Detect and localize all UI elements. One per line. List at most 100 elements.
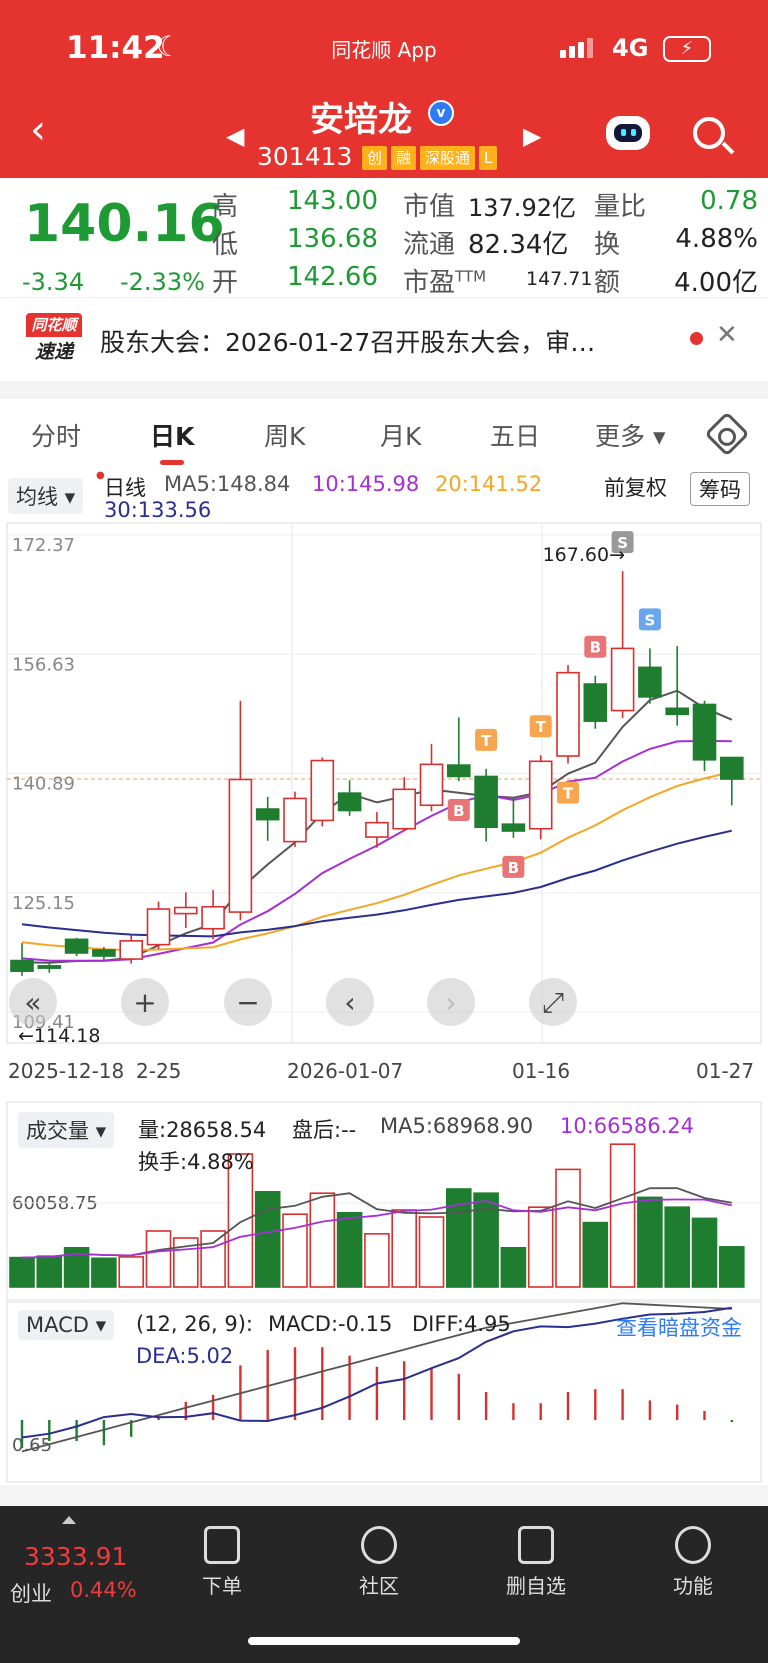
- volume-bar: [309, 1192, 336, 1288]
- volume-bar: [527, 1206, 554, 1288]
- signal-label: T: [563, 785, 574, 803]
- header-bar: 11:42 ☾ 同花顺 App 4G ⚡ ‹ ◀ 安培龙 v ▶ 301413 …: [0, 0, 768, 178]
- price-change-pct: -2.33%: [120, 268, 205, 296]
- tab-weekly-k[interactable]: 周K: [264, 422, 306, 451]
- volume-bar: [637, 1196, 663, 1288]
- menu-icon: [675, 1526, 711, 1564]
- indicator-dropdown[interactable]: 均线 ▾: [8, 478, 84, 514]
- volume-bar: [691, 1217, 718, 1288]
- chart-tabs: 分时 日K 周K 月K 五日 更多 ▾: [0, 399, 768, 465]
- float-label: 流通: [403, 230, 456, 260]
- nav-functions[interactable]: 功能: [638, 1526, 748, 1599]
- x-axis-label: 2025-12-18: [8, 1059, 124, 1083]
- chart-control-button: [121, 978, 169, 1026]
- vol-ma5: MA5:68968.90: [380, 1114, 534, 1138]
- pe-label: 市盈TTM: [403, 267, 487, 298]
- y-tick-label: 125.15: [12, 893, 75, 914]
- tab-intraday[interactable]: 分时: [31, 422, 82, 451]
- macd-dropdown[interactable]: MACD ▾: [18, 1310, 115, 1340]
- candle-down: [446, 764, 471, 778]
- volume-dropdown[interactable]: 成交量 ▾: [18, 1112, 115, 1148]
- tab-more[interactable]: 更多 ▾: [595, 422, 666, 451]
- prev-stock-button[interactable]: ◀: [226, 122, 245, 150]
- signal-badge: [475, 728, 498, 751]
- mkt-cap-label: 市值: [403, 192, 456, 222]
- news-ticker[interactable]: 同花顺 速递 股东大会：2026-01-27召开股东大会，审… ✕: [0, 297, 768, 381]
- candle-up: [146, 908, 171, 946]
- volume-bar: [254, 1191, 281, 1288]
- close-icon[interactable]: ✕: [716, 320, 738, 350]
- tag-shengutong: 深股通: [420, 146, 476, 170]
- stock-tags: 创融深股通 L: [362, 146, 501, 170]
- tab-monthly-k[interactable]: 月K: [380, 422, 422, 451]
- tab-daily-k[interactable]: 日K: [150, 422, 195, 451]
- chart-control-label: ⤢: [542, 986, 564, 1019]
- low-label: 低: [212, 230, 239, 260]
- stock-charts[interactable]: 172.37156.63140.89125.15109.41BTBTTBSS16…: [0, 0, 768, 1506]
- candle-up: [556, 671, 580, 757]
- status-time: 11:42: [66, 30, 165, 66]
- vol-ma10: 10:66586.24: [560, 1114, 694, 1138]
- open-label: 开: [212, 268, 239, 298]
- chart-control-button: [224, 978, 272, 1026]
- candle-down: [37, 965, 62, 969]
- volume-bar: [336, 1212, 363, 1288]
- volume-bar: [118, 1256, 144, 1288]
- chart-control-label: ‹: [344, 986, 355, 1019]
- high-label: 高: [212, 192, 239, 222]
- document-icon: [204, 1526, 240, 1564]
- tag-chuang: 创: [362, 146, 388, 170]
- chart-control-button: [326, 978, 374, 1026]
- volume-bar: [473, 1192, 499, 1288]
- signal-label: B: [453, 802, 464, 820]
- news-text[interactable]: 股东大会：2026-01-27召开股东大会，审…: [100, 328, 596, 357]
- chips-button[interactable]: 筹码: [690, 472, 750, 506]
- ma30-line: [21, 829, 733, 938]
- amount-value: 4.00亿: [674, 268, 758, 298]
- volume-bar: [418, 1216, 445, 1288]
- candle-down: [474, 775, 498, 829]
- candle-down: [501, 823, 526, 832]
- max-price-label: 167.60→: [543, 544, 625, 566]
- quote-panel: 140.16 -3.34 -2.33% 高 低 开 143.00 136.68 …: [0, 178, 768, 298]
- x-axis-label: 2026-01-07: [287, 1059, 403, 1083]
- candle-up: [283, 797, 307, 843]
- index-value[interactable]: 3333.91: [24, 1542, 128, 1571]
- open-value: 142.66: [287, 262, 378, 292]
- x-axis-label: 01-27: [696, 1059, 754, 1083]
- volume-bar: [609, 1143, 636, 1288]
- back-icon[interactable]: ‹: [30, 107, 46, 153]
- candle-up: [365, 821, 389, 838]
- chart-control-button: [9, 978, 57, 1026]
- chart-control-button: [427, 978, 475, 1026]
- vol-ratio-value: 0.78: [700, 186, 758, 216]
- float-value: 82.34亿: [468, 230, 569, 260]
- volume-ma10-line: [21, 1198, 732, 1259]
- signal-badge: [529, 715, 552, 738]
- volume-bar: [555, 1168, 581, 1288]
- candle-up: [201, 905, 225, 930]
- nav-remove-watch[interactable]: 删自选: [481, 1526, 591, 1599]
- robot-assistant-icon[interactable]: [606, 116, 650, 150]
- dea-value: DEA:5.02: [136, 1344, 234, 1368]
- line-type-label: 日线: [104, 476, 146, 500]
- nav-community[interactable]: 社区: [324, 1526, 434, 1599]
- candle-down: [719, 756, 744, 780]
- nav-order[interactable]: 下单: [167, 1526, 277, 1599]
- mkt-cap-value: 137.92亿: [468, 194, 576, 222]
- next-stock-button[interactable]: ▶: [523, 122, 542, 150]
- macd-value: MACD:-0.15: [268, 1312, 393, 1336]
- dark-pool-link[interactable]: 查看暗盘资金: [616, 1316, 742, 1340]
- volume-bar: [391, 1209, 418, 1288]
- battery-icon: ⚡: [663, 36, 711, 62]
- tab-five-day[interactable]: 五日: [490, 422, 541, 451]
- ma20-label: 20:141.52: [435, 472, 543, 496]
- ma-legend: 均线 ▾ ● 日线 MA5:148.84 10:145.98 20:141.52…: [0, 468, 768, 526]
- signal-badge: [447, 799, 470, 822]
- last-price: 140.16: [24, 194, 225, 254]
- candle-up: [528, 760, 553, 830]
- search-icon[interactable]: [693, 117, 725, 149]
- signal-badge: [638, 608, 661, 631]
- adjust-type[interactable]: 前复权: [604, 476, 667, 500]
- candle-up: [610, 647, 635, 712]
